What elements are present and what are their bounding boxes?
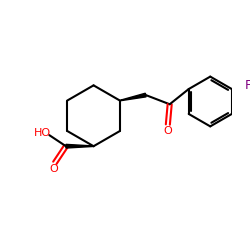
Text: O: O [50, 164, 58, 174]
Text: O: O [164, 126, 172, 136]
Text: HO: HO [34, 128, 50, 138]
Polygon shape [66, 144, 94, 148]
Polygon shape [120, 93, 146, 101]
Text: F: F [245, 79, 250, 92]
